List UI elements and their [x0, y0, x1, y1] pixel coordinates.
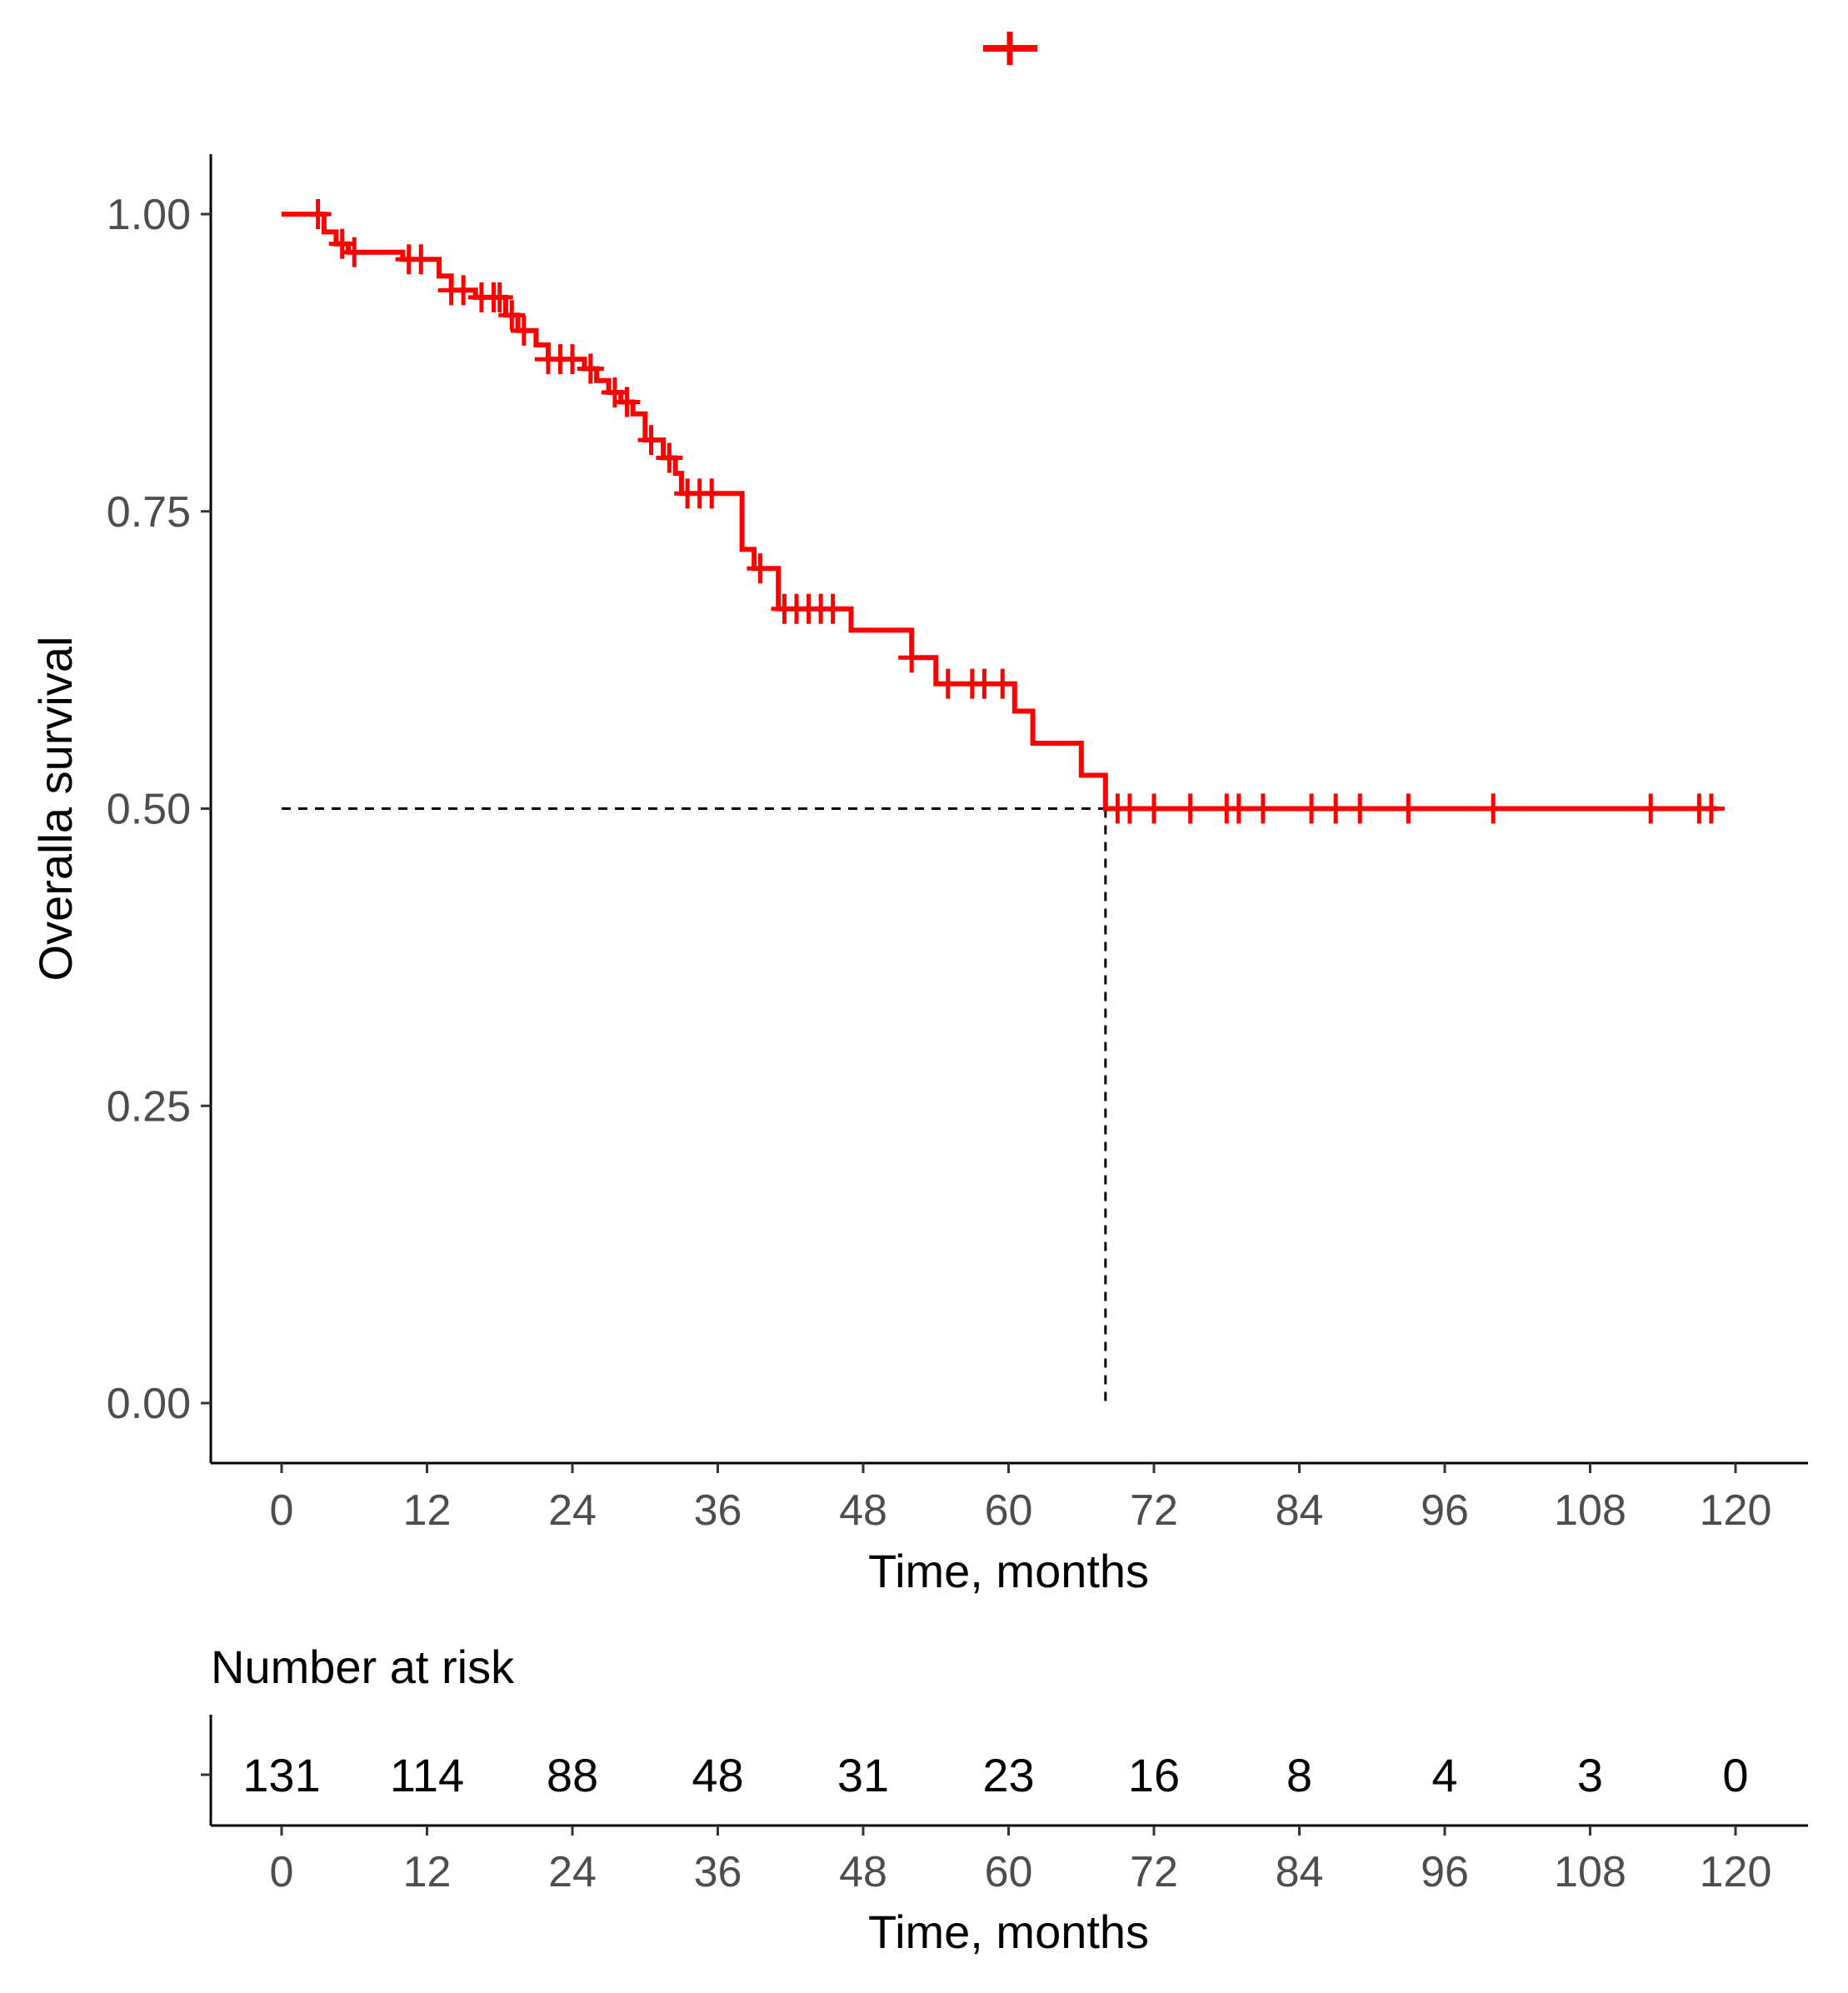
censor-mark	[1637, 793, 1665, 824]
censor-mark	[898, 642, 926, 673]
censor-mark	[559, 344, 586, 375]
y-tick-label: 0.75	[107, 488, 191, 537]
x-axis-title: Time, months	[868, 1545, 1149, 1597]
risk-x-axis-title: Time, months	[868, 1906, 1149, 1958]
censor-mark	[407, 244, 435, 275]
censor-mark	[698, 478, 726, 509]
censor-mark	[1116, 793, 1143, 824]
y-tick-label: 0.50	[107, 786, 191, 834]
censor-mark	[1322, 793, 1350, 824]
censor-mark	[577, 353, 604, 384]
censor-mark	[934, 668, 961, 699]
survival-curve	[282, 212, 1718, 812]
risk-x-tick-label: 60	[985, 1848, 1033, 1896]
censor-mark	[498, 300, 526, 331]
censor-mark	[989, 668, 1016, 699]
y-tick-label: 0.25	[107, 1082, 191, 1131]
survival-curve-group	[282, 212, 1718, 812]
x-tick-label: 36	[694, 1486, 742, 1535]
risk-number: 8	[1286, 1749, 1312, 1801]
risk-x-tick-label: 0	[270, 1848, 294, 1896]
risk-x-tick-label: 12	[403, 1848, 452, 1896]
x-tick-label: 108	[1554, 1486, 1626, 1535]
risk-x-axis-ticks: 0 12 24 36 48 60 72 84 96 108 120	[270, 1826, 1772, 1896]
censor-mark	[1697, 793, 1725, 824]
risk-number: 3	[1577, 1749, 1603, 1801]
y-axis-ticks: 0.00 0.25 0.50 0.75 1.00	[107, 191, 211, 1428]
censor-mark	[341, 237, 368, 267]
risk-x-tick-label: 36	[694, 1848, 742, 1896]
risk-x-tick-label: 96	[1421, 1848, 1469, 1896]
risk-number: 48	[692, 1749, 743, 1801]
risk-number: 16	[1128, 1749, 1180, 1801]
legend	[983, 32, 1037, 65]
x-tick-label: 12	[403, 1486, 452, 1535]
risk-number: 131	[242, 1749, 320, 1801]
censor-mark	[450, 275, 477, 306]
x-tick-label: 72	[1130, 1486, 1178, 1535]
censor-mark	[1225, 793, 1252, 824]
x-tick-label: 120	[1700, 1486, 1772, 1535]
median-reference-lines	[282, 807, 1107, 1403]
y-tick-label: 0.00	[107, 1380, 191, 1428]
survival-plot: 0.00 0.25 0.50 0.75 1.00 0 12 24 36 48 60 72 84 96 10…	[29, 154, 1808, 1597]
censor-mark	[747, 553, 774, 584]
y-axis-title: Overalla survival	[29, 637, 82, 982]
risk-x-tick-label: 72	[1130, 1848, 1178, 1896]
x-tick-label: 48	[839, 1486, 887, 1535]
censor-mark	[486, 282, 513, 312]
risk-x-tick-label: 84	[1276, 1848, 1324, 1896]
x-axis-ticks: 0 12 24 36 48 60 72 84 96 108 120	[270, 1463, 1772, 1535]
x-tick-label: 60	[985, 1486, 1033, 1535]
risk-number: 88	[547, 1749, 598, 1801]
x-tick-label: 24	[548, 1486, 597, 1535]
risk-x-tick-label: 24	[548, 1848, 597, 1896]
censor-mark	[1480, 793, 1507, 824]
risk-x-tick-label: 48	[839, 1848, 887, 1896]
risk-numbers: 131 114 88 48 31 23 16 8 4 3 0	[242, 1749, 1748, 1801]
censor-mark	[1395, 793, 1422, 824]
risk-x-tick-label: 120	[1700, 1848, 1772, 1896]
censor-mark	[1249, 793, 1276, 824]
risk-number: 31	[837, 1749, 889, 1801]
censor-mark	[510, 315, 537, 346]
x-tick-label: 84	[1276, 1486, 1324, 1535]
censor-mark	[819, 593, 847, 624]
censor-mark	[637, 425, 665, 456]
risk-number: 23	[982, 1749, 1034, 1801]
risk-x-tick-label: 108	[1554, 1848, 1626, 1896]
y-tick-label: 1.00	[107, 191, 191, 239]
censor-mark	[304, 199, 332, 229]
risk-number: 114	[390, 1749, 464, 1801]
risk-table-title: Number at risk	[211, 1641, 515, 1693]
censor-marks-group	[304, 199, 1725, 824]
x-tick-label: 0	[270, 1486, 294, 1535]
censor-mark	[1176, 793, 1204, 824]
censor-mark	[656, 442, 683, 473]
risk-number: 0	[1722, 1749, 1748, 1801]
risk-number: 4	[1431, 1749, 1457, 1801]
x-tick-label: 96	[1421, 1486, 1469, 1535]
risk-table: Number at risk 131 114 88 48 31 23 16 8 4 3 0 0 12 2…	[201, 1641, 1808, 1958]
censor-mark	[1346, 793, 1374, 824]
censor-mark	[1141, 793, 1167, 824]
censor-mark	[1298, 793, 1326, 824]
censor-mark	[613, 387, 641, 417]
